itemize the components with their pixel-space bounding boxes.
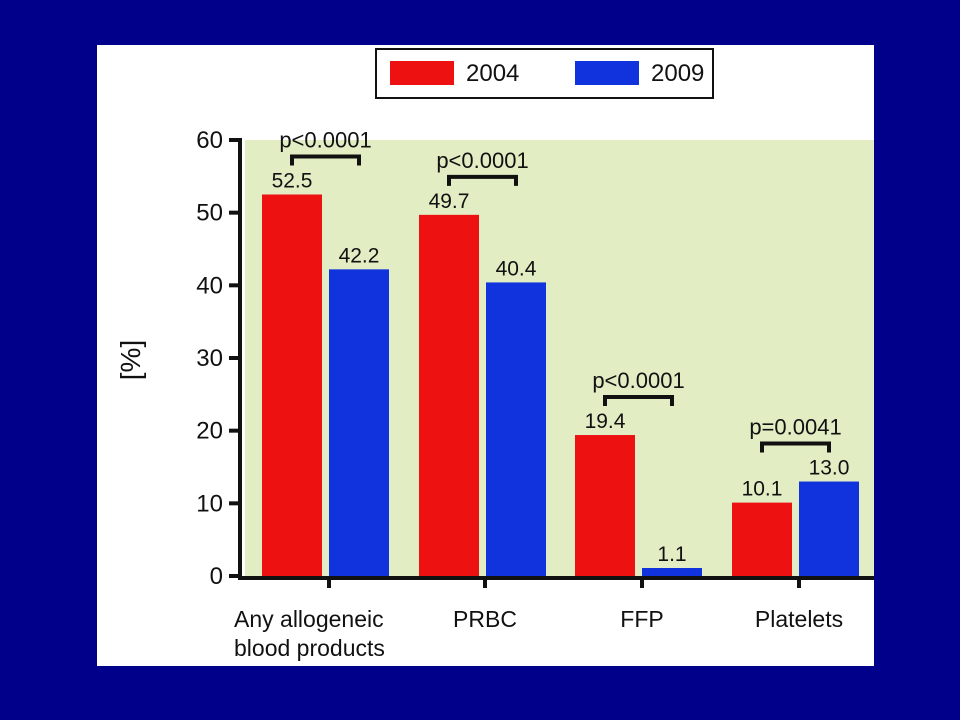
bar-2004-1 [419, 214, 479, 576]
bars [262, 194, 859, 576]
p-value-label-1: p<0.0001 [436, 148, 528, 173]
legend: 2004 2009 [375, 48, 714, 99]
value-label-2009-0: 42.2 [339, 244, 380, 267]
x-tick-label-0-0: Any allogeneic [234, 606, 384, 632]
p-value-label-3: p=0.0041 [749, 415, 841, 440]
value-label-2009-1: 40.4 [496, 257, 537, 280]
p-value-label-2: p<0.0001 [592, 368, 684, 393]
y-tick-label-50: 50 [196, 200, 223, 227]
y-tick-label-60: 60 [196, 127, 223, 154]
bar-2009-0 [329, 269, 389, 576]
value-label-2004-2: 19.4 [585, 410, 626, 433]
bar-2004-3 [732, 502, 792, 576]
x-tick-label-3-0: Platelets [755, 606, 843, 632]
x-tick-label-1-0: PRBC [453, 606, 517, 632]
legend-swatch-2004 [390, 61, 454, 85]
value-label-2009-2: 1.1 [657, 543, 686, 566]
y-tick-label-20: 20 [196, 418, 223, 445]
value-label-2004-3: 10.1 [742, 478, 783, 501]
p-value-label-0: p<0.0001 [279, 128, 371, 153]
y-tick-label-30: 30 [196, 345, 223, 372]
bracket-1 [447, 174, 518, 186]
legend-label-2009: 2009 [651, 60, 704, 87]
bar-2009-2 [642, 568, 702, 576]
value-label-2004-1: 49.7 [429, 190, 470, 213]
bracket-0 [290, 154, 361, 166]
bar-2009-1 [486, 282, 546, 576]
x-axis: Any allogeneic blood products PRBC FFP Plate… [234, 576, 874, 661]
x-tick-label-0-1: blood products [234, 635, 385, 661]
y-tick-label-0: 0 [210, 563, 223, 590]
figure-panel: 52.5 49.7 19.4 10.1 42.2 40.4 1.1 13.0 p<0.0001… [97, 45, 874, 666]
legend-label-2004: 2004 [466, 60, 519, 87]
value-labels: 52.5 49.7 19.4 10.1 42.2 40.4 1.1 13.0 [272, 170, 850, 567]
y-axis-label: [%] [115, 340, 146, 380]
y-axis: 0 10 20 30 40 50 60 [196, 127, 242, 590]
bracket-3 [760, 441, 831, 453]
significance-brackets: p<0.0001 p<0.0001 p<0.0001 p=0.0041 [279, 128, 842, 453]
bar-2004-0 [262, 194, 322, 576]
bar-chart: 52.5 49.7 19.4 10.1 42.2 40.4 1.1 13.0 p<0.0001… [115, 48, 874, 661]
x-tick-label-2-0: FFP [620, 606, 663, 632]
bracket-2 [603, 395, 674, 407]
value-label-2009-3: 13.0 [809, 457, 850, 480]
y-tick-label-40: 40 [196, 272, 223, 299]
legend-swatch-2009 [575, 61, 639, 85]
bar-2009-3 [799, 481, 859, 576]
bar-2004-2 [575, 435, 635, 576]
y-tick-label-10: 10 [196, 490, 223, 517]
value-label-2004-0: 52.5 [272, 170, 313, 193]
